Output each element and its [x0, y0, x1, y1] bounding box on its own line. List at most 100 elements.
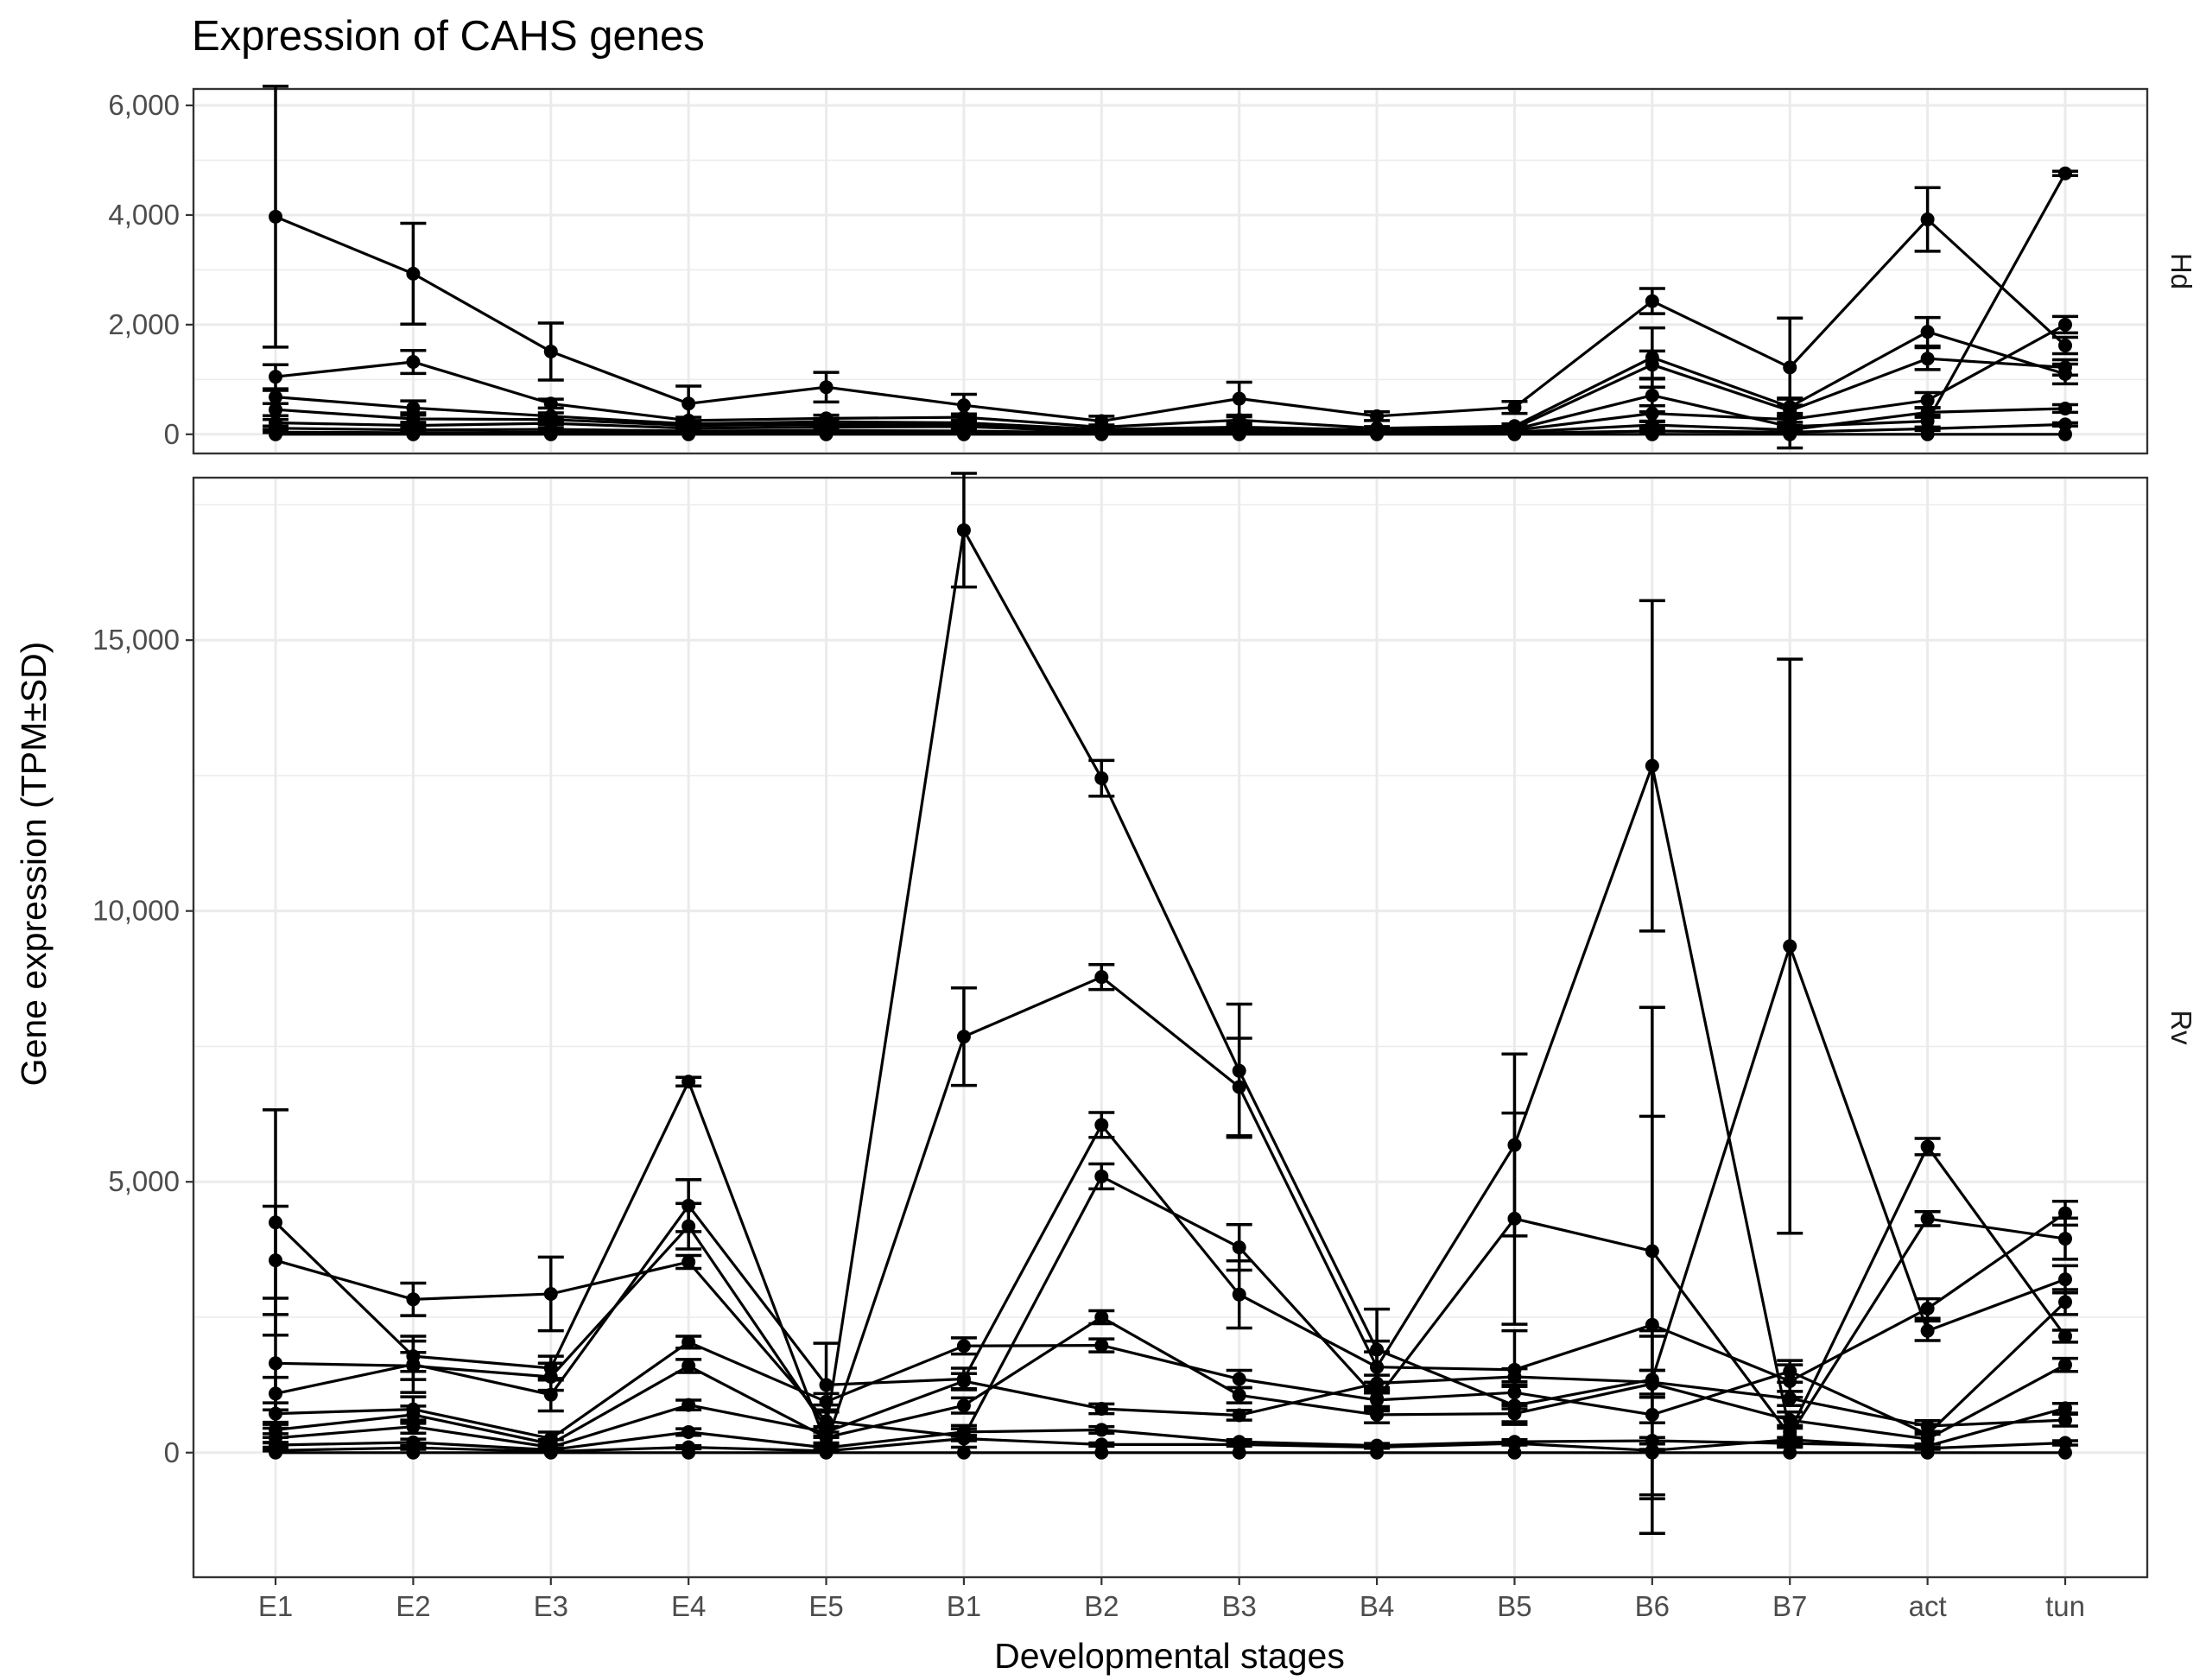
data-point	[2058, 1401, 2072, 1416]
x-tick-label: B6	[1635, 1590, 1670, 1622]
panel-background	[192, 87, 2149, 455]
data-point	[1370, 1407, 1385, 1422]
data-point	[1094, 1338, 1109, 1353]
data-point	[1645, 427, 1659, 441]
x-tick-label: B3	[1222, 1590, 1257, 1622]
data-point	[406, 355, 421, 370]
data-point	[1370, 1392, 1385, 1407]
data-point	[406, 1292, 421, 1307]
data-point	[681, 1398, 696, 1412]
data-point	[269, 427, 282, 441]
x-axis-title: Developmental stages	[994, 1636, 1345, 1676]
data-point	[1645, 406, 1659, 421]
series-line	[275, 1315, 2066, 1446]
data-point	[1094, 771, 1109, 786]
data-point	[2058, 417, 2072, 432]
data-point	[1507, 1369, 1522, 1384]
data-point	[1645, 1433, 1659, 1448]
data-point	[1370, 1376, 1385, 1391]
data-point	[681, 1359, 696, 1373]
data-point	[1232, 1372, 1246, 1386]
data-point	[1094, 970, 1109, 985]
series-line	[275, 1436, 2066, 1454]
data-point	[269, 1406, 282, 1421]
data-point	[1094, 1445, 1109, 1460]
data-point	[269, 390, 282, 404]
data-point	[681, 1424, 696, 1439]
data-point	[1783, 1392, 1797, 1406]
data-point	[1507, 400, 1522, 415]
data-point	[406, 1445, 421, 1460]
data-point	[1920, 393, 1935, 408]
series-rv-6	[263, 1309, 2078, 1451]
x-tick-label: B5	[1497, 1590, 1531, 1622]
data-point	[956, 1339, 971, 1354]
data-point	[1094, 1401, 1109, 1416]
panel-background	[192, 476, 2149, 1579]
data-point	[1920, 325, 1935, 339]
data-point	[1507, 427, 1522, 441]
data-point	[819, 1378, 834, 1392]
x-tick-label: act	[1909, 1590, 1947, 1622]
data-point	[1232, 1240, 1246, 1255]
data-point	[269, 403, 282, 417]
data-point	[543, 427, 558, 441]
series-line	[275, 1375, 2066, 1449]
y-tick-label: 5,000	[108, 1165, 180, 1197]
data-point	[406, 1419, 421, 1434]
data-point	[1920, 1139, 1935, 1154]
data-point	[1094, 427, 1109, 441]
y-tick-label: 6,000	[108, 89, 180, 121]
series-line	[275, 529, 2066, 1430]
data-point	[1920, 427, 1935, 441]
data-point	[543, 396, 558, 411]
data-point	[1370, 427, 1385, 441]
data-point	[1507, 1406, 1522, 1421]
series-line	[275, 1301, 2067, 1441]
data-point	[956, 398, 971, 413]
x-tick-label: E1	[258, 1590, 293, 1622]
data-point	[2058, 1232, 2072, 1246]
facet-strip-label: Hd	[2165, 253, 2197, 289]
data-point	[681, 1198, 696, 1213]
data-point	[2058, 1206, 2072, 1220]
data-point	[956, 1445, 971, 1460]
data-point	[1645, 388, 1659, 403]
data-point	[956, 1431, 971, 1446]
series-rv-7	[263, 1366, 2078, 1455]
data-point	[1920, 352, 1935, 366]
series-line	[274, 764, 2067, 1446]
data-point	[1370, 1360, 1385, 1374]
data-point	[2058, 360, 2072, 375]
data-point	[406, 266, 421, 281]
data-point	[681, 1075, 696, 1089]
facet-panel-rv: 0 5,000 10,000 15,000 Rv E1 E2 E3 E4 E5 B1 B2 B3 B4 B5…	[92, 472, 2197, 1622]
data-point	[1232, 1408, 1246, 1423]
data-point	[1507, 1445, 1522, 1460]
data-point	[1370, 1445, 1385, 1460]
data-point	[1645, 758, 1659, 773]
data-point	[2058, 1413, 2072, 1428]
data-point	[956, 1373, 971, 1388]
data-point	[1232, 427, 1246, 441]
x-tick-label: B4	[1360, 1590, 1394, 1622]
series-line	[275, 1123, 2066, 1397]
data-point	[1645, 1407, 1659, 1422]
data-point	[1783, 412, 1797, 427]
data-point	[819, 1445, 834, 1460]
data-point	[2058, 317, 2072, 332]
data-point	[406, 1357, 421, 1372]
data-point	[269, 1253, 282, 1268]
data-point	[269, 370, 282, 384]
x-tick-label: E3	[534, 1590, 568, 1622]
data-point	[1645, 1317, 1659, 1332]
x-tick-label: E5	[808, 1590, 843, 1622]
series-line	[275, 330, 2066, 430]
data-point	[2058, 427, 2072, 441]
data-point	[1783, 427, 1797, 441]
data-point	[819, 380, 834, 395]
data-point	[1507, 1211, 1522, 1226]
data-point	[819, 1394, 834, 1409]
data-point	[543, 1360, 558, 1375]
